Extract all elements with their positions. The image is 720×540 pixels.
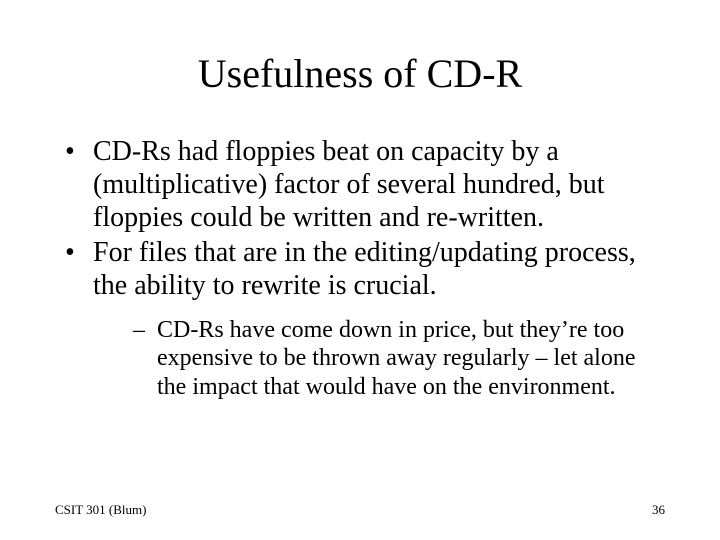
bullet-text: CD-Rs had floppies beat on capacity by a…	[93, 136, 605, 233]
sub-bullet-list: CD-Rs have come down in price, but they’…	[133, 316, 665, 401]
slide-number: 36	[652, 502, 665, 518]
bullet-list: CD-Rs had floppies beat on capacity by a…	[65, 135, 665, 401]
list-item: CD-Rs have come down in price, but they’…	[133, 316, 665, 401]
list-item: CD-Rs had floppies beat on capacity by a…	[65, 135, 665, 234]
footer-left: CSIT 301 (Blum)	[55, 502, 147, 518]
bullet-text: For files that are in the editing/updati…	[93, 237, 636, 301]
slide-title: Usefulness of CD-R	[55, 50, 665, 97]
slide: Usefulness of CD-R CD-Rs had floppies be…	[0, 0, 720, 540]
sub-bullet-text: CD-Rs have come down in price, but they’…	[157, 317, 636, 400]
list-item: For files that are in the editing/updati…	[65, 236, 665, 401]
